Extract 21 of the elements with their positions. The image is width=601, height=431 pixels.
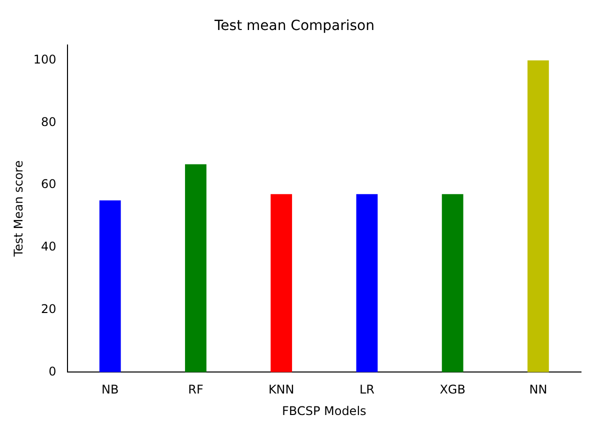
x-axis-title: FBCSP Models (282, 404, 366, 418)
x-tick-label: LR (359, 382, 374, 397)
x-tick-label: NN (529, 382, 548, 397)
x-tick-label: XGB (440, 382, 466, 397)
bar (270, 194, 292, 372)
y-tick-label: 100 (33, 52, 56, 67)
y-axis-title: Test Mean score (11, 160, 26, 258)
y-tick-label: 60 (41, 177, 56, 192)
bar (185, 164, 206, 372)
y-tick-label: 40 (41, 240, 56, 254)
bar (356, 194, 378, 372)
chart-title: Test mean Comparison (214, 18, 374, 34)
x-tick-label: KNN (268, 382, 294, 397)
bar (442, 194, 464, 372)
bar (99, 200, 121, 372)
y-tick-label: 20 (41, 302, 56, 316)
y-tick-label: 0 (48, 364, 56, 378)
y-tick-label: 80 (41, 114, 56, 129)
x-tick-label: NB (102, 382, 119, 397)
x-tick-label: RF (188, 382, 204, 397)
bar (527, 60, 549, 372)
